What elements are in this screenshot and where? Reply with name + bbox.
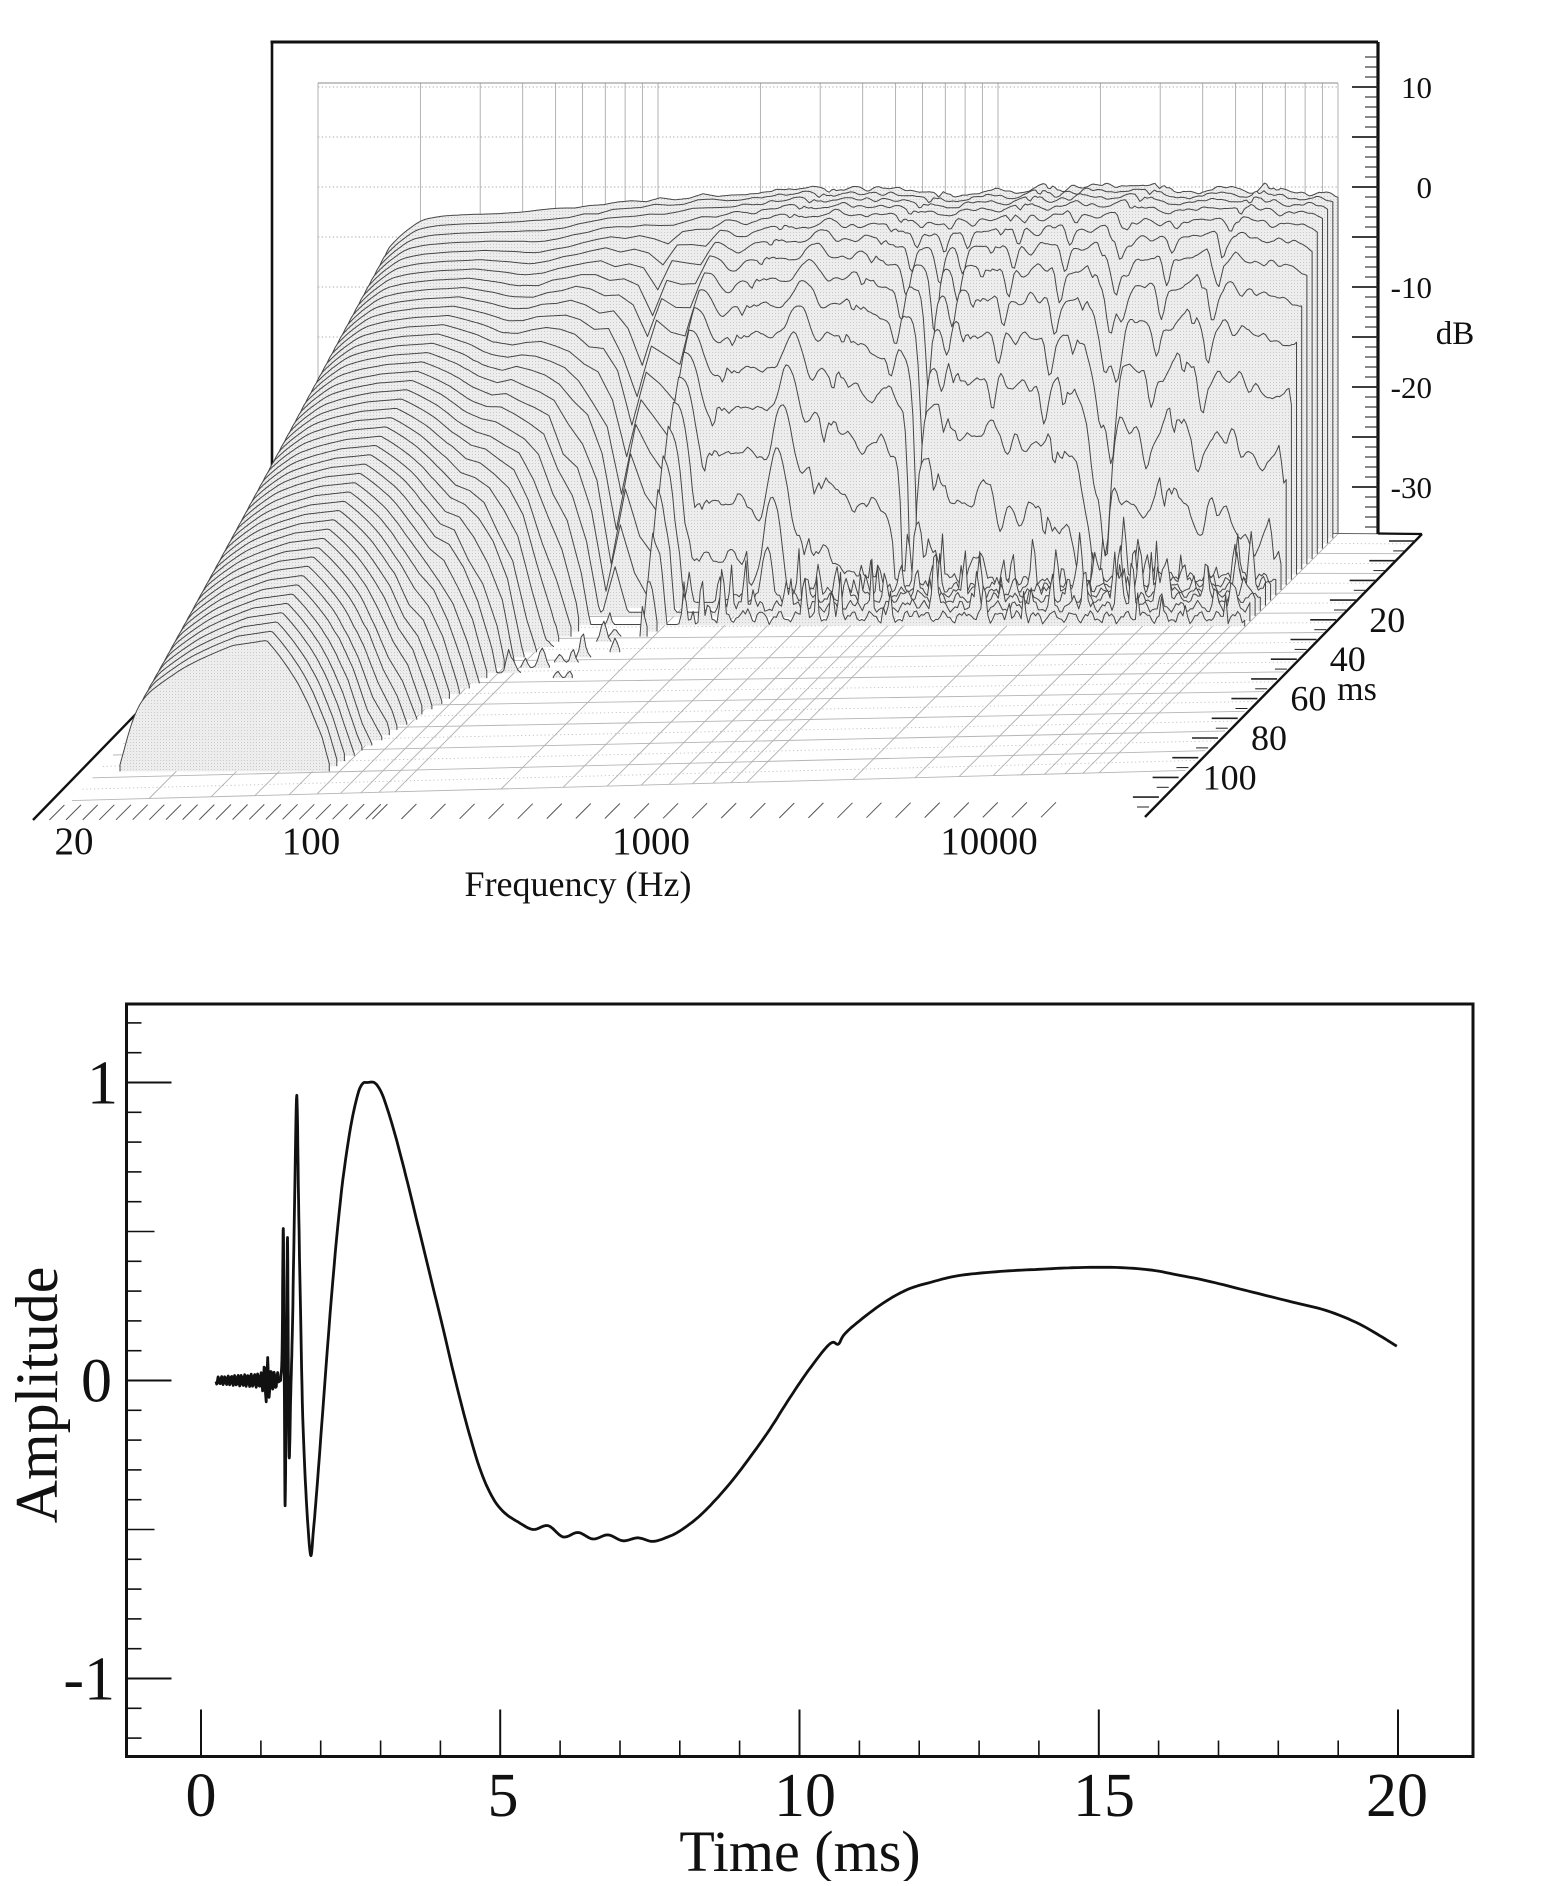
svg-text:15: 15 — [1073, 1762, 1135, 1830]
svg-text:ms: ms — [1337, 671, 1377, 708]
svg-text:Frequency (Hz): Frequency (Hz) — [465, 864, 692, 904]
svg-text:0: 0 — [81, 1348, 112, 1416]
svg-text:1000: 1000 — [612, 820, 690, 863]
svg-text:20: 20 — [1369, 600, 1405, 640]
svg-text:-30: -30 — [1391, 470, 1432, 505]
svg-text:0: 0 — [186, 1762, 217, 1830]
svg-text:80: 80 — [1251, 718, 1287, 758]
svg-text:20: 20 — [55, 820, 94, 863]
svg-text:-1: -1 — [63, 1646, 115, 1714]
svg-text:Time (ms): Time (ms) — [679, 1819, 920, 1881]
svg-text:60: 60 — [1290, 679, 1326, 719]
svg-text:-20: -20 — [1391, 370, 1432, 405]
svg-text:10: 10 — [1401, 70, 1432, 105]
svg-text:40: 40 — [1330, 639, 1366, 679]
svg-text:Amplitude: Amplitude — [4, 1267, 70, 1524]
svg-text:5: 5 — [488, 1762, 519, 1830]
svg-text:100: 100 — [1203, 757, 1257, 797]
svg-text:10000: 10000 — [940, 820, 1038, 863]
svg-text:0: 0 — [1417, 170, 1433, 205]
svg-text:100: 100 — [282, 820, 341, 863]
svg-text:dB: dB — [1436, 316, 1475, 352]
svg-text:20: 20 — [1366, 1762, 1428, 1830]
svg-text:-10: -10 — [1391, 270, 1432, 305]
svg-text:10: 10 — [774, 1762, 836, 1830]
svg-text:1: 1 — [87, 1050, 118, 1118]
